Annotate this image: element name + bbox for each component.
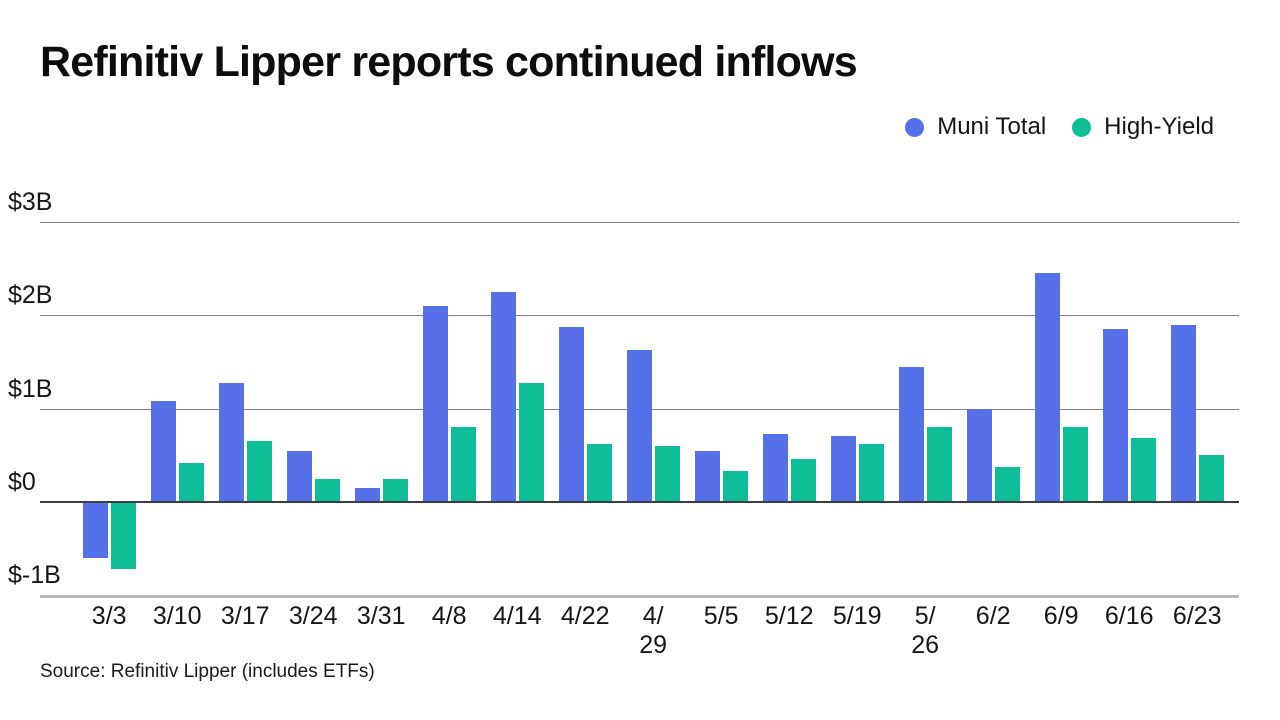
x-axis-label-4-29: 4/ 29 — [639, 602, 668, 660]
bar-high-yield-3-17 — [246, 441, 272, 501]
gridline-0b — [40, 500, 1239, 503]
bar-high-yield-4-29 — [654, 445, 680, 501]
y-axis-label-3b: $3B — [8, 188, 53, 216]
x-axis-label-3-31: 3/31 — [356, 602, 406, 631]
x-axis-label-3-17: 3/17 — [220, 602, 270, 631]
bar-high-yield-6-2 — [994, 467, 1020, 501]
bar-high-yield-4-8 — [450, 427, 476, 501]
legend-label-high-yield: High-Yield — [1104, 113, 1214, 140]
bar-muni-total-4-29 — [626, 349, 652, 501]
bar-high-yield-3-3 — [110, 502, 136, 570]
bar-muni-total-5-12 — [762, 433, 788, 501]
x-axis-label-5-19: 5/19 — [832, 602, 882, 631]
bar-high-yield-5-12 — [790, 458, 816, 501]
bar-muni-total-4-14 — [490, 291, 516, 501]
bar-muni-total-6-9 — [1034, 273, 1060, 501]
x-axis-label-3-24: 3/24 — [288, 602, 338, 631]
bar-muni-total-5-5 — [694, 450, 720, 501]
x-axis-label-5-12: 5/12 — [764, 602, 814, 631]
bar-muni-total-3-31 — [354, 487, 380, 501]
gridline-2b — [40, 315, 1239, 317]
x-axis-label-6-9: 6/9 — [1043, 602, 1079, 631]
bar-muni-total-6-16 — [1102, 329, 1128, 501]
bar-chart: $3B $2B $1B $0 $-1B 3/3 3/10 3/17 3/24 3/31 4/8 4/1… — [8, 188, 1239, 659]
bar-high-yield-5-19 — [858, 444, 884, 501]
x-axis-label-3-10: 3/10 — [152, 602, 202, 631]
y-axis-label-0b: $0 — [8, 467, 36, 496]
bar-high-yield-6-16 — [1130, 438, 1156, 501]
bar-high-yield-3-31 — [382, 478, 408, 501]
legend-item-muni-total: Muni Total — [905, 113, 1046, 141]
bar-high-yield-6-9 — [1062, 427, 1088, 501]
bar-muni-total-6-2 — [966, 408, 992, 501]
x-axis-label-3-3: 3/3 — [91, 602, 127, 631]
x-axis-label-4-14: 4/14 — [492, 602, 542, 631]
bar-muni-total-4-8 — [422, 305, 448, 501]
muni-total-swatch-icon — [905, 117, 925, 137]
y-axis-label-1b: $1B — [8, 374, 53, 403]
bar-muni-total-3-17 — [218, 383, 244, 501]
gridline-3b — [40, 222, 1239, 223]
gridline--1b — [40, 595, 1239, 599]
bar-high-yield-5-5 — [722, 471, 748, 501]
bar-high-yield-3-24 — [314, 478, 340, 501]
bar-muni-total-5-26 — [898, 366, 924, 501]
source-note: Source: Refinitiv Lipper (includes ETFs) — [40, 661, 375, 682]
bar-muni-total-6-23 — [1170, 324, 1196, 501]
x-axis-label-6-23: 6/23 — [1172, 602, 1222, 631]
bar-high-yield-3-10 — [178, 462, 204, 501]
high-yield-swatch-icon — [1072, 117, 1092, 137]
bar-high-yield-4-22 — [586, 444, 612, 501]
x-axis-label-6-2: 6/2 — [975, 602, 1011, 631]
x-axis-label-4-8: 4/8 — [431, 602, 467, 631]
chart-title: Refinitiv Lipper reports continued inflo… — [40, 38, 858, 86]
legend-item-high-yield: High-Yield — [1072, 113, 1214, 141]
legend: Muni Total High-Yield — [905, 113, 1214, 141]
bar-muni-total-3-10 — [150, 401, 176, 501]
y-axis-label--1b: $-1B — [8, 561, 61, 590]
x-axis-label-5-5: 5/5 — [703, 602, 739, 631]
bar-muni-total-3-24 — [286, 450, 312, 501]
bar-high-yield-6-23 — [1198, 455, 1224, 501]
bar-muni-total-3-3 — [82, 502, 108, 558]
bar-high-yield-4-14 — [518, 383, 544, 501]
x-axis-label-6-16: 6/16 — [1104, 602, 1154, 631]
bar-high-yield-5-26 — [926, 427, 952, 501]
bar-muni-total-5-19 — [830, 435, 856, 501]
y-axis-label-2b: $2B — [8, 281, 53, 310]
bar-muni-total-4-22 — [558, 327, 584, 501]
legend-label-muni-total: Muni Total — [937, 113, 1047, 140]
x-axis-label-5-26: 5/ 26 — [911, 602, 940, 660]
x-axis-label-4-22: 4/22 — [560, 602, 610, 631]
